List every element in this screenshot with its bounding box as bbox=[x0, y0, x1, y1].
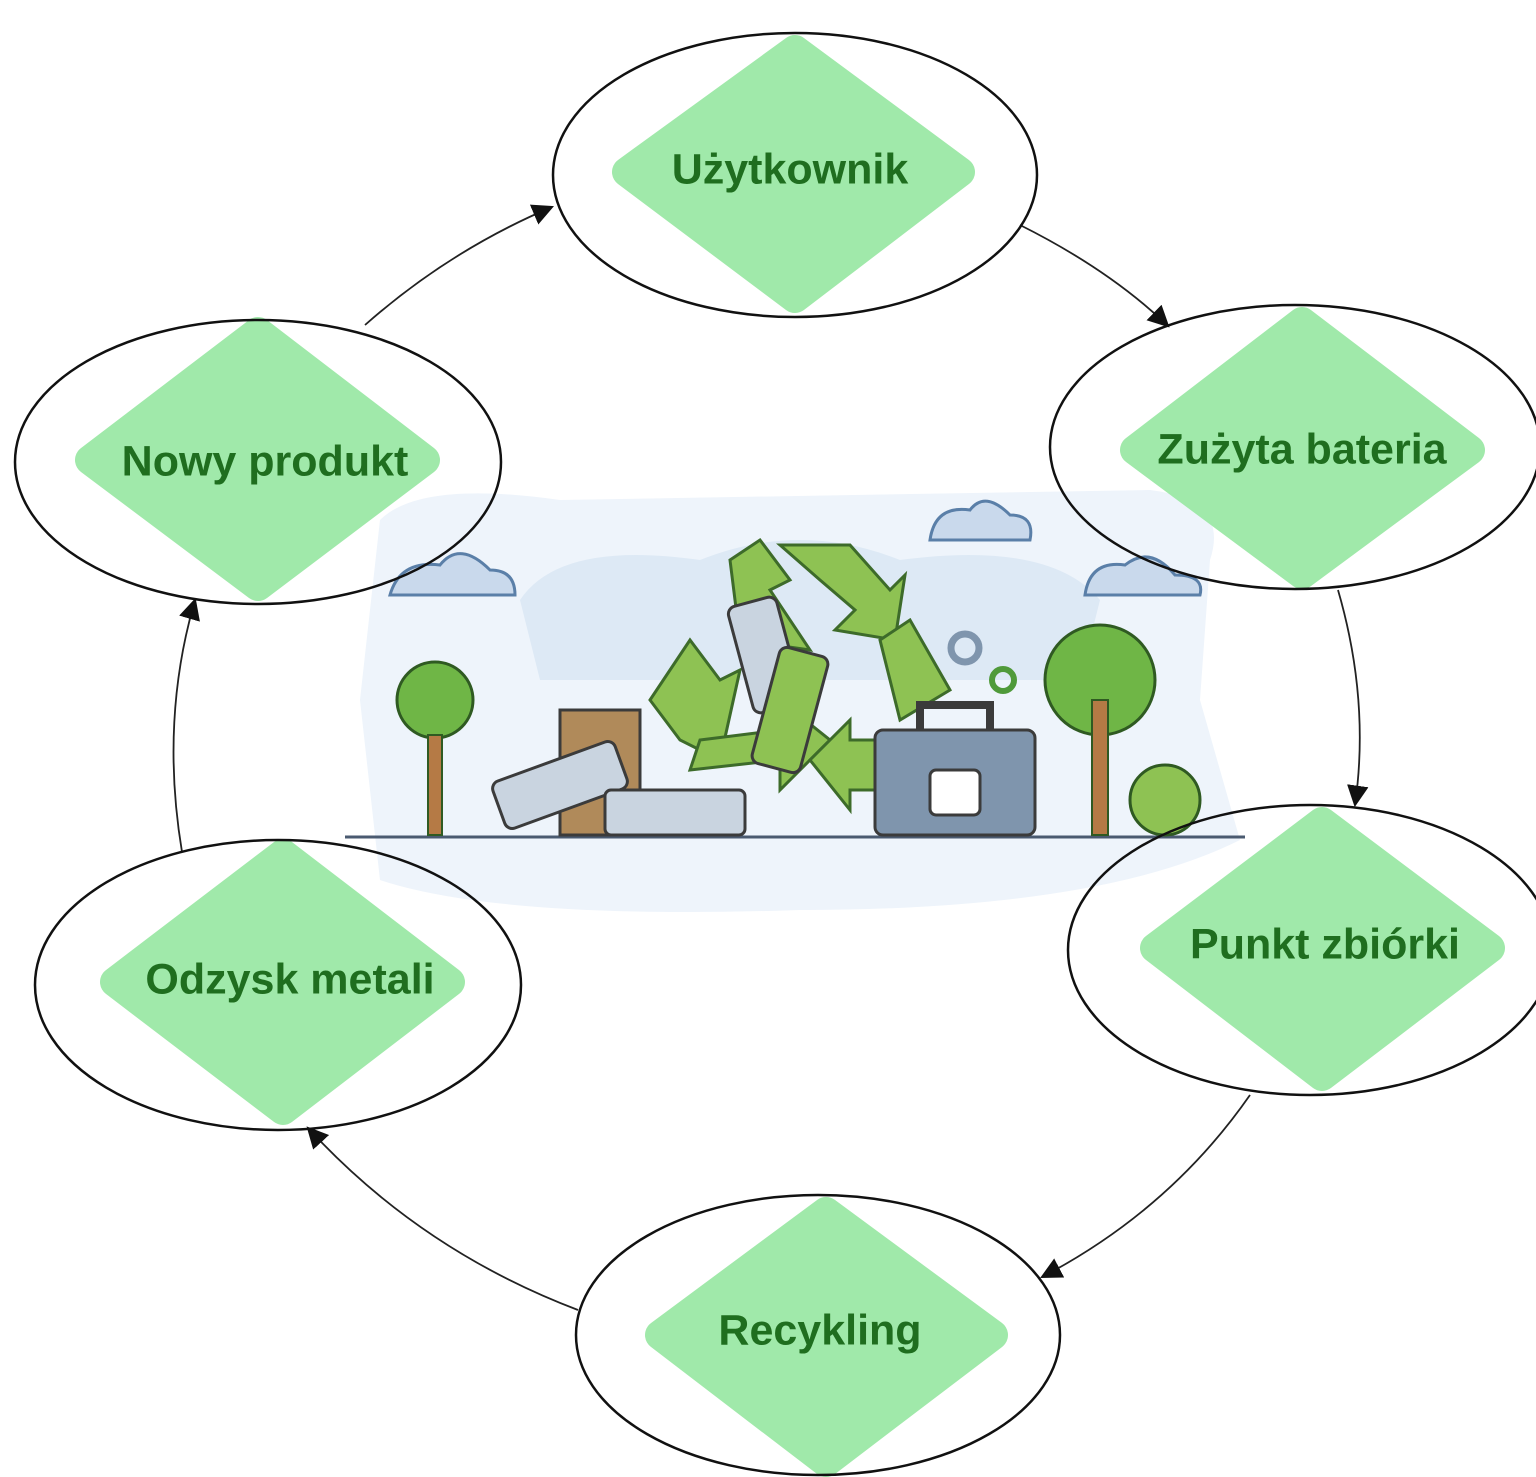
arrow bbox=[1042, 1095, 1250, 1277]
arrow bbox=[365, 207, 552, 325]
node-label: Recykling bbox=[718, 1306, 921, 1354]
node: Recykling bbox=[576, 1195, 1060, 1475]
arrow bbox=[174, 600, 195, 852]
node: Użytkownik bbox=[553, 33, 1037, 317]
node-label: Zużyta bateria bbox=[1157, 425, 1447, 473]
node-label: Użytkownik bbox=[672, 145, 909, 193]
node-label: Punkt zbiórki bbox=[1190, 920, 1460, 968]
arrow bbox=[1020, 225, 1168, 326]
node-label: Odzysk metali bbox=[145, 955, 434, 1003]
arrow bbox=[1338, 590, 1360, 805]
diagram: Użytkownik Zużyta bateria Punkt zbiórki … bbox=[0, 0, 1536, 1477]
node-label: Nowy produkt bbox=[122, 437, 409, 485]
illustration bbox=[345, 490, 1245, 912]
node: Punkt zbiórki bbox=[1068, 805, 1536, 1095]
arrow bbox=[308, 1128, 578, 1310]
